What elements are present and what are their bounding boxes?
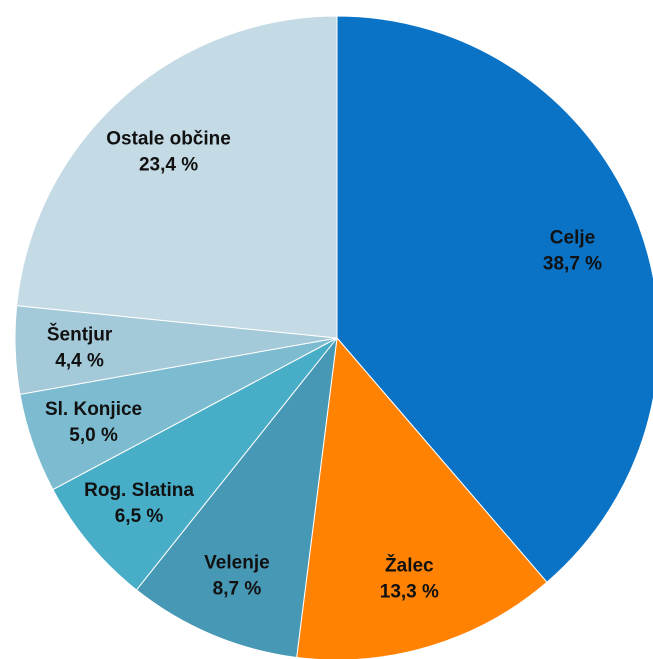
slice-label: Žalec (385, 555, 434, 577)
slice-value-label: 4,4 % (55, 351, 104, 372)
slice-value-label: 5,0 % (69, 425, 118, 446)
slice-value-label: 38,7 % (543, 254, 602, 275)
slice-label: Šentjur (47, 324, 113, 346)
slice-label: Celje (550, 228, 595, 249)
slice-value-label: 6,5 % (115, 506, 164, 527)
slice-label: Rog. Slatina (84, 480, 194, 501)
pie-slice (336, 15, 653, 583)
pie-slice (16, 15, 338, 339)
slice-label: Velenje (204, 552, 270, 573)
slice-value-label: 8,7 % (213, 578, 262, 599)
slice-label: Ostale občine (106, 129, 231, 150)
slice-value-label: 23,4 % (139, 155, 198, 176)
pie-slice (296, 336, 548, 659)
slice-label: Sl. Konjice (45, 399, 142, 420)
pie-slice (52, 337, 338, 591)
slice-value-label: 13,3 % (380, 582, 439, 603)
pie-slice (135, 336, 338, 659)
